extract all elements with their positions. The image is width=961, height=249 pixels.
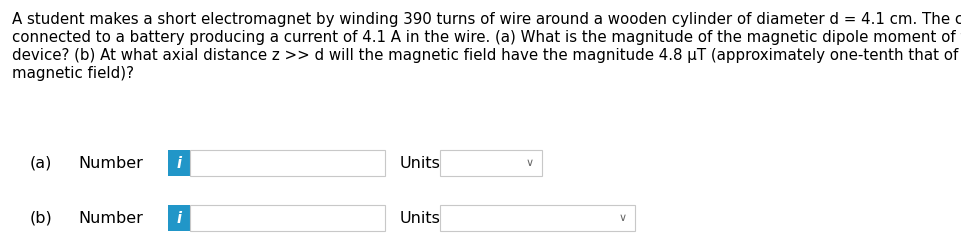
Bar [439, 205, 634, 231]
Text: (a): (a) [30, 155, 52, 171]
Text: Number: Number [78, 210, 143, 226]
Text: Units: Units [400, 155, 440, 171]
Text: (b): (b) [30, 210, 53, 226]
Text: ∨: ∨ [618, 213, 627, 223]
Bar [190, 150, 384, 176]
Text: magnetic field)?: magnetic field)? [12, 66, 134, 81]
Text: Units: Units [400, 210, 440, 226]
Text: i: i [176, 210, 182, 226]
Text: ∨: ∨ [526, 158, 533, 168]
Bar [439, 150, 541, 176]
Text: connected to a battery producing a current of 4.1 A in the wire. (a) What is the: connected to a battery producing a curre… [12, 30, 961, 45]
Bar [190, 205, 384, 231]
Bar [168, 205, 190, 231]
Text: Number: Number [78, 155, 143, 171]
Bar [168, 150, 190, 176]
Text: A student makes a short electromagnet by winding 390 turns of wire around a wood: A student makes a short electromagnet by… [12, 12, 961, 27]
Text: i: i [176, 155, 182, 171]
Text: device? (b) At what axial distance z >> d will the magnetic field have the magni: device? (b) At what axial distance z >> … [12, 48, 961, 63]
